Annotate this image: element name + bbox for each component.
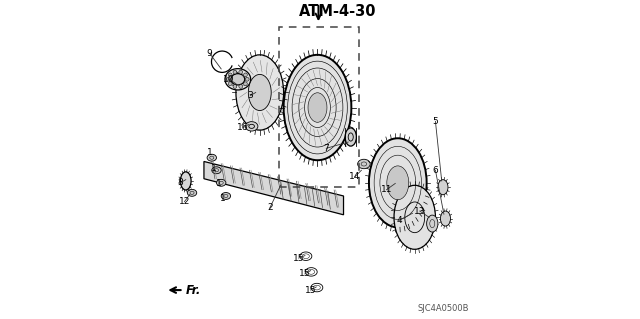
Text: 3: 3 — [248, 91, 253, 100]
Circle shape — [228, 73, 232, 77]
Text: 7: 7 — [323, 144, 329, 153]
Ellipse shape — [427, 215, 438, 232]
Ellipse shape — [216, 179, 226, 186]
Text: 11: 11 — [381, 185, 392, 194]
Ellipse shape — [387, 166, 409, 200]
Ellipse shape — [308, 93, 327, 122]
Circle shape — [227, 78, 230, 81]
Ellipse shape — [221, 193, 230, 199]
Text: 6: 6 — [433, 166, 438, 175]
Text: 15: 15 — [305, 286, 316, 294]
Text: 8: 8 — [177, 178, 183, 187]
Text: SJC4A0500B: SJC4A0500B — [417, 304, 469, 313]
Ellipse shape — [248, 74, 271, 111]
Text: 14: 14 — [349, 172, 361, 181]
Ellipse shape — [284, 55, 351, 160]
Polygon shape — [204, 161, 344, 215]
Text: ATM-4-30: ATM-4-30 — [298, 4, 376, 19]
Ellipse shape — [358, 159, 370, 169]
Text: 15: 15 — [299, 269, 310, 278]
Text: 2: 2 — [267, 204, 273, 212]
Ellipse shape — [212, 167, 221, 174]
Text: 15: 15 — [293, 254, 305, 263]
Text: 5: 5 — [433, 117, 438, 126]
Text: 1: 1 — [216, 179, 221, 188]
Text: 10: 10 — [223, 75, 235, 84]
Text: 1: 1 — [220, 194, 226, 203]
Circle shape — [244, 82, 247, 85]
Ellipse shape — [369, 138, 427, 227]
Ellipse shape — [345, 128, 356, 146]
Bar — [279, 26, 359, 187]
Circle shape — [233, 85, 237, 88]
Circle shape — [244, 73, 247, 77]
Ellipse shape — [180, 172, 191, 190]
Text: 13: 13 — [414, 206, 426, 216]
Text: 12: 12 — [179, 197, 190, 206]
Ellipse shape — [236, 55, 284, 130]
Text: 4: 4 — [396, 216, 402, 225]
Text: Fr.: Fr. — [186, 284, 202, 297]
Ellipse shape — [394, 185, 435, 249]
Text: 9: 9 — [207, 49, 212, 58]
Circle shape — [233, 70, 237, 74]
Ellipse shape — [231, 74, 244, 85]
Circle shape — [245, 78, 249, 81]
Circle shape — [228, 82, 232, 85]
Ellipse shape — [440, 211, 451, 226]
Ellipse shape — [188, 189, 196, 196]
Text: 1: 1 — [211, 164, 217, 173]
Ellipse shape — [438, 180, 448, 195]
Text: 1: 1 — [207, 148, 212, 157]
Ellipse shape — [245, 122, 258, 131]
Circle shape — [239, 70, 243, 74]
Ellipse shape — [225, 69, 251, 90]
Circle shape — [239, 85, 243, 88]
Ellipse shape — [207, 154, 216, 161]
Text: 16: 16 — [237, 123, 249, 132]
